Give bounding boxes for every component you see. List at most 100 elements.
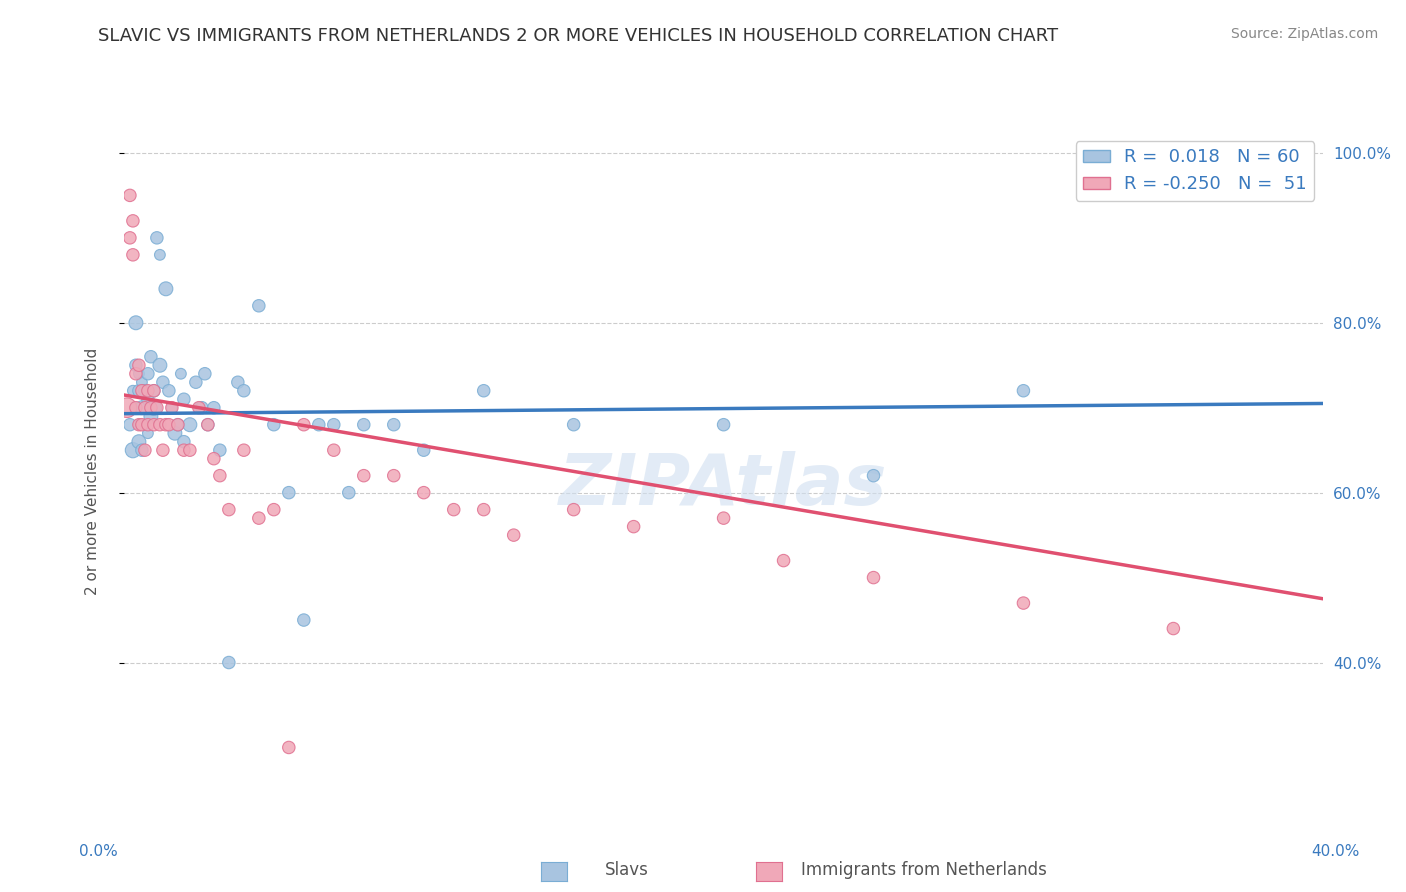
Point [160, 401, 183, 415]
Point [131, 401, 153, 415]
Point [472, 384, 495, 398]
Point [218, 656, 240, 670]
Point [412, 443, 434, 458]
Legend: R =  0.018   N = 60, R = -0.250   N =  51: R = 0.018 N = 60, R = -0.250 N = 51 [1076, 141, 1315, 201]
Point [136, 417, 159, 432]
Point [277, 740, 299, 755]
Point [1163, 622, 1185, 636]
Point [277, 485, 299, 500]
Point [146, 401, 169, 415]
Point [202, 451, 225, 466]
Text: SLAVIC VS IMMIGRANTS FROM NETHERLANDS 2 OR MORE VEHICLES IN HOUSEHOLD CORRELATIO: SLAVIC VS IMMIGRANTS FROM NETHERLANDS 2 … [98, 27, 1059, 45]
Point [263, 417, 285, 432]
Point [125, 367, 148, 381]
Point [353, 417, 375, 432]
Text: 0.0%: 0.0% [79, 845, 118, 859]
Point [136, 384, 159, 398]
Point [131, 417, 153, 432]
Point [173, 392, 195, 407]
Point [167, 417, 190, 432]
Point [122, 443, 145, 458]
Point [191, 401, 214, 415]
Point [134, 443, 156, 458]
Point [125, 401, 148, 415]
Point [862, 571, 884, 585]
Point [337, 485, 360, 500]
Point [160, 401, 183, 415]
Point [122, 248, 145, 262]
Point [167, 417, 190, 432]
Point [149, 358, 172, 372]
Point [772, 553, 794, 567]
Point [118, 231, 141, 245]
Point [862, 468, 884, 483]
Point [208, 443, 231, 458]
Point [382, 417, 405, 432]
Point [232, 443, 254, 458]
Point [263, 502, 285, 516]
Point [247, 511, 270, 525]
Point [202, 401, 225, 415]
Point [122, 384, 145, 398]
Point [292, 613, 315, 627]
Point [194, 367, 217, 381]
Point [134, 417, 156, 432]
Point [157, 384, 180, 398]
Point [146, 231, 169, 245]
Point [131, 376, 153, 390]
Point [308, 417, 330, 432]
Point [139, 409, 162, 424]
Point [1012, 596, 1035, 610]
Point [125, 401, 148, 415]
Text: 40.0%: 40.0% [1312, 845, 1360, 859]
Point [128, 358, 150, 372]
Point [322, 443, 344, 458]
Point [118, 188, 141, 202]
Point [139, 401, 162, 415]
Point [131, 443, 153, 458]
Point [142, 401, 165, 415]
Point [179, 443, 201, 458]
Point [152, 443, 174, 458]
Point [226, 376, 249, 390]
Point [136, 367, 159, 381]
Point [134, 401, 156, 415]
Point [142, 384, 165, 398]
Point [502, 528, 524, 542]
Y-axis label: 2 or more Vehicles in Household: 2 or more Vehicles in Household [86, 348, 100, 595]
Point [382, 468, 405, 483]
Point [155, 282, 177, 296]
Point [115, 401, 138, 415]
Point [443, 502, 465, 516]
Point [173, 443, 195, 458]
Text: ZIPAtlas: ZIPAtlas [560, 451, 887, 520]
Point [184, 376, 207, 390]
Point [173, 434, 195, 449]
Point [139, 350, 162, 364]
Text: Slavs: Slavs [605, 861, 648, 879]
Point [218, 502, 240, 516]
Point [1012, 384, 1035, 398]
Point [163, 426, 186, 441]
Point [149, 248, 172, 262]
Point [353, 468, 375, 483]
Point [713, 511, 735, 525]
Point [125, 358, 148, 372]
Point [128, 417, 150, 432]
Point [122, 214, 145, 228]
Point [125, 316, 148, 330]
Point [713, 417, 735, 432]
Point [623, 519, 645, 533]
Point [155, 417, 177, 432]
Point [322, 417, 344, 432]
Point [118, 417, 141, 432]
Point [134, 384, 156, 398]
Point [131, 384, 153, 398]
Point [149, 417, 172, 432]
Point [232, 384, 254, 398]
Point [187, 401, 209, 415]
Point [136, 426, 159, 441]
Point [197, 417, 219, 432]
Point [179, 417, 201, 432]
Point [157, 417, 180, 432]
